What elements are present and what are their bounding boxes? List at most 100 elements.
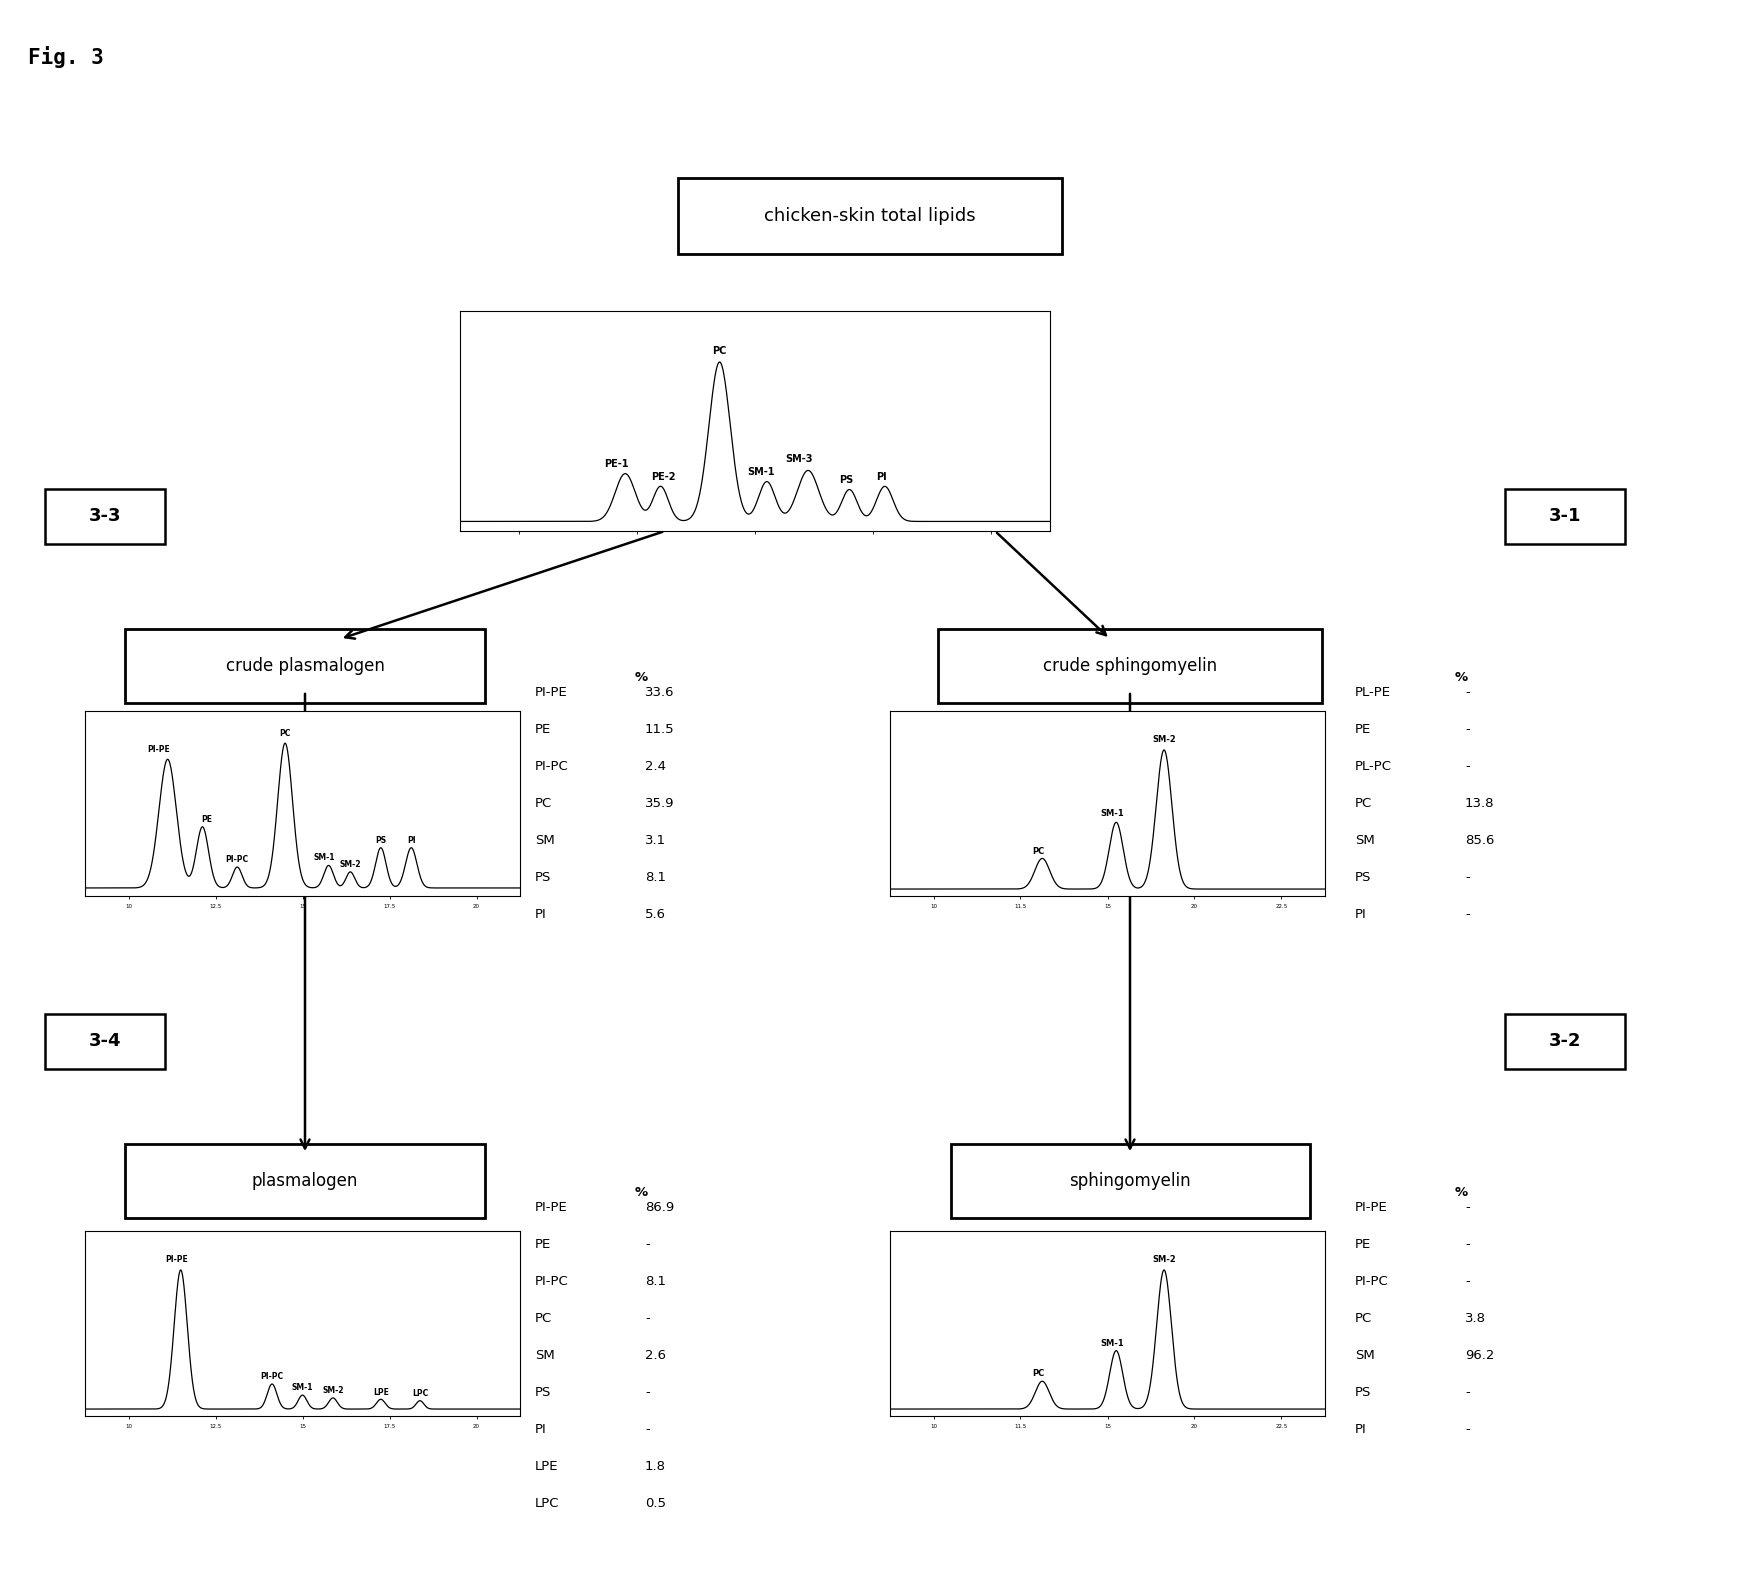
Text: PS: PS (1354, 870, 1372, 884)
Text: 3.1: 3.1 (644, 834, 667, 847)
Text: 1.8: 1.8 (644, 1459, 667, 1474)
Text: PL-PC: PL-PC (1354, 760, 1393, 773)
Text: 13.8: 13.8 (1464, 796, 1494, 811)
Text: PI-PE: PI-PE (534, 687, 568, 699)
Text: PE: PE (534, 1238, 552, 1251)
Text: -: - (1464, 723, 1469, 735)
Text: PE: PE (1354, 1238, 1372, 1251)
Text: 96.2: 96.2 (1464, 1349, 1494, 1362)
Text: PC: PC (1032, 1370, 1045, 1378)
Text: PI-PC: PI-PC (226, 855, 249, 864)
Text: -: - (644, 1312, 649, 1324)
Text: PI: PI (534, 1423, 547, 1436)
Text: 3.8: 3.8 (1464, 1312, 1487, 1324)
FancyBboxPatch shape (677, 178, 1062, 255)
Text: -: - (644, 1423, 649, 1436)
Text: crude plasmalogen: crude plasmalogen (226, 657, 385, 676)
FancyBboxPatch shape (938, 628, 1321, 702)
Text: PS: PS (376, 836, 387, 845)
Text: -: - (1464, 870, 1469, 884)
Text: 8.1: 8.1 (644, 870, 667, 884)
Text: %: % (1455, 671, 1468, 683)
FancyBboxPatch shape (951, 1144, 1309, 1218)
Text: 33.6: 33.6 (644, 687, 674, 699)
Text: 85.6: 85.6 (1464, 834, 1494, 847)
Text: PE-2: PE-2 (651, 471, 676, 482)
Text: -: - (1464, 1423, 1469, 1436)
Text: PI-PE: PI-PE (534, 1200, 568, 1214)
Text: 2.4: 2.4 (644, 760, 667, 773)
Text: PI-PE: PI-PE (1354, 1200, 1388, 1214)
Text: PI: PI (876, 471, 888, 482)
Text: -: - (644, 1386, 649, 1400)
Text: SM-2: SM-2 (1153, 735, 1175, 745)
Text: PC: PC (712, 346, 726, 355)
Text: PE: PE (1354, 723, 1372, 735)
FancyBboxPatch shape (1504, 1013, 1624, 1068)
Text: PC: PC (1354, 1312, 1372, 1324)
Text: SM-1: SM-1 (292, 1384, 313, 1392)
Text: 86.9: 86.9 (644, 1200, 674, 1214)
Text: PS: PS (534, 870, 552, 884)
Text: %: % (635, 1186, 648, 1199)
Text: PC: PC (1032, 847, 1045, 856)
Text: PI: PI (1354, 908, 1367, 921)
Text: SM: SM (534, 1349, 555, 1362)
Text: 3-1: 3-1 (1549, 507, 1581, 525)
Text: plasmalogen: plasmalogen (252, 1172, 359, 1189)
Text: SM-1: SM-1 (313, 853, 334, 862)
Text: -: - (1464, 1276, 1469, 1288)
Text: PI-PC: PI-PC (1354, 1276, 1389, 1288)
Text: -: - (1464, 1238, 1469, 1251)
FancyBboxPatch shape (125, 628, 484, 702)
Text: crude sphingomyelin: crude sphingomyelin (1043, 657, 1217, 676)
Text: -: - (1464, 1386, 1469, 1400)
Text: LPC: LPC (534, 1497, 559, 1510)
Text: PS: PS (1354, 1386, 1372, 1400)
FancyBboxPatch shape (45, 489, 165, 544)
Text: -: - (644, 1238, 649, 1251)
Text: PS: PS (534, 1386, 552, 1400)
Text: %: % (635, 671, 648, 683)
Text: -: - (1464, 687, 1469, 699)
Text: PL-PE: PL-PE (1354, 687, 1391, 699)
Text: 0.5: 0.5 (644, 1497, 667, 1510)
Text: SM: SM (534, 834, 555, 847)
Text: PC: PC (1354, 796, 1372, 811)
Text: -: - (1464, 1200, 1469, 1214)
Text: 8.1: 8.1 (644, 1276, 667, 1288)
Text: PE: PE (202, 815, 212, 823)
Text: 3-2: 3-2 (1549, 1032, 1581, 1049)
Text: SM-2: SM-2 (1153, 1255, 1175, 1265)
Text: LPC: LPC (413, 1389, 428, 1398)
Text: PC: PC (534, 796, 552, 811)
Text: PI: PI (1354, 1423, 1367, 1436)
Text: PI-PE: PI-PE (165, 1255, 188, 1265)
Text: LPE: LPE (373, 1387, 388, 1397)
Text: PC: PC (534, 1312, 552, 1324)
Text: 3-4: 3-4 (89, 1032, 122, 1049)
Text: SM-3: SM-3 (785, 454, 813, 463)
Text: PC: PC (279, 729, 291, 738)
Text: PE: PE (534, 723, 552, 735)
Text: chicken-skin total lipids: chicken-skin total lipids (764, 207, 975, 225)
Text: PI-PC: PI-PC (534, 760, 569, 773)
Text: %: % (1455, 1186, 1468, 1199)
Text: 5.6: 5.6 (644, 908, 667, 921)
Text: PS: PS (839, 474, 853, 485)
Text: SM: SM (1354, 1349, 1375, 1362)
Text: LPE: LPE (534, 1459, 559, 1474)
Text: PI: PI (534, 908, 547, 921)
Text: PI-PE: PI-PE (148, 745, 171, 754)
Text: PE-1: PE-1 (604, 459, 629, 468)
Text: SM-1: SM-1 (1100, 809, 1123, 818)
Text: PI: PI (407, 836, 416, 845)
Text: 35.9: 35.9 (644, 796, 674, 811)
Text: -: - (1464, 760, 1469, 773)
Text: PI-PC: PI-PC (261, 1371, 284, 1381)
FancyBboxPatch shape (125, 1144, 484, 1218)
Text: 3-3: 3-3 (89, 507, 122, 525)
FancyBboxPatch shape (1504, 489, 1624, 544)
Text: SM-2: SM-2 (339, 859, 360, 869)
Text: SM: SM (1354, 834, 1375, 847)
